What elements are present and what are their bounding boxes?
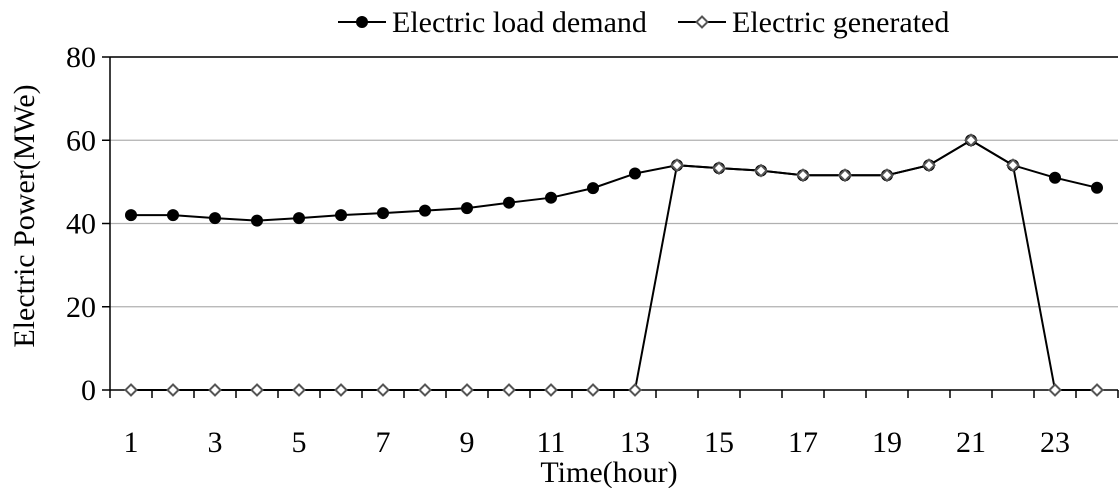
y-tick-label: 0: [81, 374, 96, 407]
legend-label: Electric generated: [732, 6, 949, 39]
x-tick-label: 3: [208, 426, 223, 459]
data-point: [545, 191, 557, 204]
x-tick-label: 13: [620, 426, 650, 459]
data-point: [754, 163, 768, 178]
data-point: [1006, 158, 1020, 173]
data-point: [208, 383, 222, 397]
legend-item-1: Electric generated: [678, 6, 949, 39]
data-point: [166, 383, 180, 397]
data-point: [250, 383, 264, 397]
legend: Electric load demand Electric generated: [338, 6, 949, 39]
data-point: [376, 383, 390, 397]
legend-marker: [695, 15, 709, 29]
y-tick-label: 80: [66, 41, 96, 74]
x-tick-label: 21: [956, 426, 986, 459]
legend-item-0: Electric load demand: [338, 6, 647, 39]
data-point: [964, 133, 978, 148]
data-point: [293, 212, 305, 225]
y-tick-label: 40: [66, 208, 96, 241]
data-point: [460, 383, 474, 397]
data-point: [167, 209, 179, 222]
data-point: [461, 202, 473, 215]
x-tick-label: 7: [376, 426, 391, 459]
y-tick-label: 20: [66, 291, 96, 324]
data-point: [418, 383, 432, 397]
data-point: [628, 383, 642, 397]
data-point: [502, 383, 516, 397]
x-tick-label: 23: [1040, 426, 1070, 459]
data-point: [922, 158, 936, 173]
legend-marker: [356, 16, 368, 28]
data-point: [377, 207, 389, 220]
x-axis-title: Time(hour): [540, 456, 677, 488]
x-tick-label: 9: [460, 426, 475, 459]
data-point: [796, 168, 810, 183]
series-line: [131, 139, 1097, 391]
data-point: [419, 204, 431, 217]
data-point: [544, 383, 558, 397]
series-1: [124, 133, 1104, 397]
x-tick-label: 15: [704, 426, 734, 459]
y-tick-label: 60: [66, 124, 96, 157]
data-point: [292, 383, 306, 397]
data-point: [251, 214, 263, 227]
x-tick-label: 1: [124, 426, 139, 459]
data-point: [838, 168, 852, 183]
data-point: [629, 167, 641, 180]
data-point: [1091, 181, 1103, 194]
x-tick-label: 5: [292, 426, 307, 459]
data-point: [587, 182, 599, 195]
data-point: [670, 158, 684, 173]
data-point: [880, 168, 894, 183]
data-point: [124, 383, 138, 397]
legend-label: Electric load demand: [392, 6, 647, 39]
series: [124, 133, 1104, 397]
data-point: [335, 209, 347, 222]
data-point: [209, 212, 221, 225]
data-point: [503, 196, 515, 209]
data-point: [712, 161, 726, 176]
x-tick-label: 19: [872, 426, 902, 459]
data-point: [1090, 383, 1104, 397]
data-point: [586, 383, 600, 397]
x-tick-label: 11: [537, 426, 566, 459]
data-point: [334, 383, 348, 397]
data-point: [1048, 383, 1062, 397]
data-point: [125, 209, 137, 222]
axis-labels: Electric Power(MWe) Time(hour): [8, 84, 678, 489]
y-axis-title: Electric Power(MWe): [8, 84, 41, 347]
data-point: [1049, 171, 1061, 184]
x-tick-label: 17: [788, 426, 818, 459]
